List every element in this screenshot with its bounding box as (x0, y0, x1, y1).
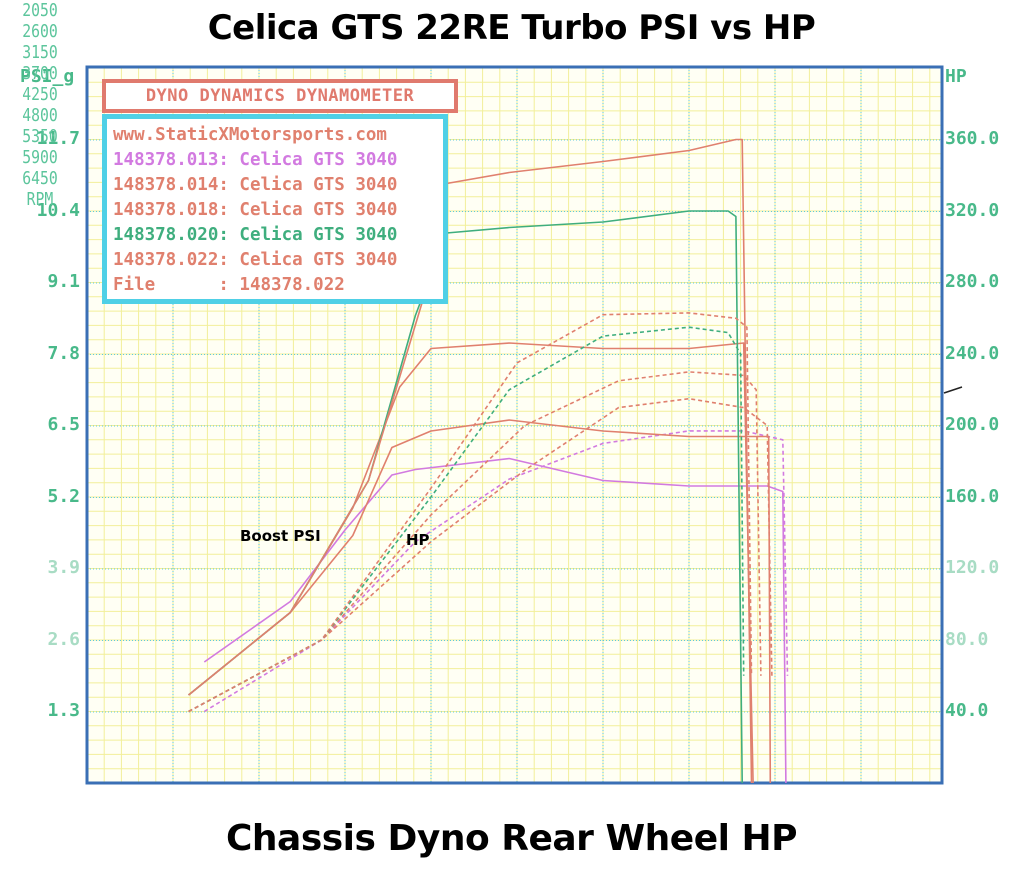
x-axis-ticks: 2050 2600 3150 3700 4250 4800 5350 5900 6450 (0, 0, 1023, 189)
y-axis-left-title: PSI_g (20, 66, 75, 87)
y-tick-right: 280.0 (945, 271, 1000, 292)
y-tick-left: 3.9 (47, 557, 80, 578)
legend-run: 148378.020: Celica GTS 3040 (113, 225, 398, 245)
y-axis-right-title: HP (945, 66, 967, 87)
x-tick: 6450 (22, 168, 58, 189)
x-tick: 3150 (22, 42, 58, 63)
series-line (203, 457, 787, 784)
y-tick-left: 5.2 (47, 485, 80, 507)
legend-run: 148378.018: Celica GTS 3040 (113, 200, 398, 220)
legend-panel: www.StaticXMotorsports.com 148378.013: C… (102, 114, 448, 304)
x-tick: 2600 (22, 21, 58, 42)
legend-file: File : 148378.022 (113, 275, 345, 295)
x-tick: 3700 (22, 63, 58, 84)
x-tick: 5350 (22, 126, 58, 147)
x-tick: 4800 (22, 105, 58, 126)
y-tick-right: 160.0 (945, 485, 1000, 507)
x-axis-unit: RPM (26, 189, 54, 210)
legend-run: 148378.014: Celica GTS 3040 (113, 175, 398, 195)
y-tick-left: 9.1 (47, 271, 80, 292)
series-line (188, 138, 753, 784)
legend-run: 148378.013: Celica GTS 3040 (113, 150, 398, 170)
series-line (188, 371, 762, 713)
dyno-header-box: DYNO DYNAMICS DYNAMOMETER (102, 79, 458, 113)
y-tick-right: 80.0 (945, 628, 989, 650)
x-tick: 5900 (22, 147, 58, 168)
legend-run: 148378.022: Celica GTS 3040 (113, 250, 398, 270)
y-tick-left: 2.6 (47, 628, 80, 650)
y-tick-left: 11.7 (36, 128, 80, 149)
series-line (188, 419, 772, 784)
y-tick-right: 120.0 (945, 557, 1000, 578)
x-tick: 2050 (22, 0, 58, 21)
y-tick-right: 360.0 (945, 128, 1000, 149)
top-title: Celica GTS 22RE Turbo PSI vs HP (207, 8, 816, 48)
y-tick-left: 7.8 (47, 342, 80, 364)
legend-website: www.StaticXMotorsports.com (113, 125, 387, 145)
series-line (203, 430, 789, 713)
y-tick-right: 40.0 (945, 700, 989, 721)
bottom-title: Chassis Dyno Rear Wheel HP (225, 818, 798, 859)
series-line (188, 326, 745, 713)
y-tick-left: 6.5 (47, 414, 80, 435)
annotation-boost-psi: Boost PSI (240, 527, 321, 545)
annotation-hp: HP (406, 531, 430, 549)
series-line (188, 312, 753, 713)
x-tick: 4250 (22, 84, 58, 105)
y-tick-right: 200.0 (945, 414, 1000, 435)
series-line (188, 397, 773, 713)
y-tick-left: 1.3 (47, 700, 80, 721)
y-tick-left: 10.4 (36, 199, 80, 221)
y-tick-right: 320.0 (945, 199, 1000, 221)
y-tick-right: 240.0 (945, 342, 1000, 364)
